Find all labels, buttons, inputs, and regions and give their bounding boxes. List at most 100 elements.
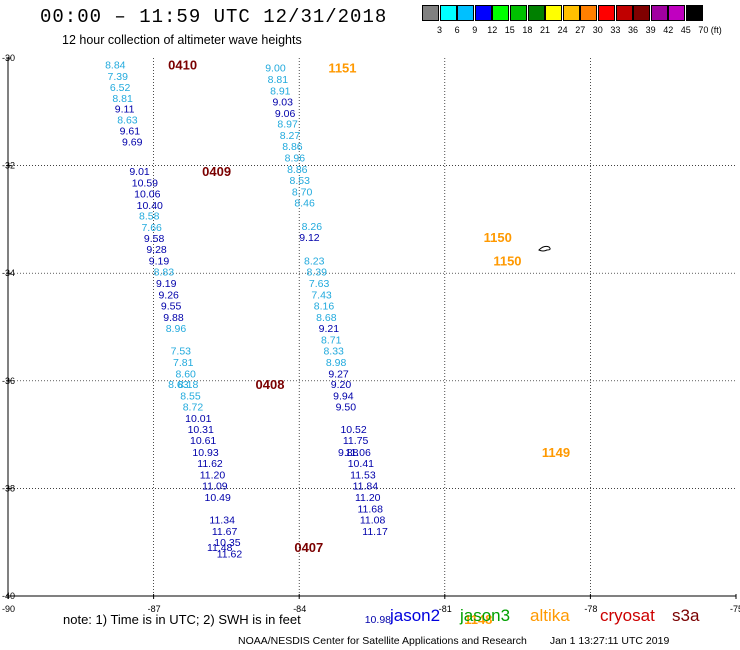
x-tick-label: -81 <box>439 604 452 614</box>
swh-value: 9.20 <box>331 379 352 391</box>
color-scale-label: 30 <box>592 25 603 35</box>
color-scale-label: 45 <box>680 25 691 35</box>
color-scale-label: (ft) <box>710 25 722 35</box>
swh-value: 9.01 <box>129 166 150 178</box>
swh-value: 8.83 <box>154 267 175 279</box>
swh-value: 9.11 <box>115 104 135 116</box>
y-tick-label: -34 <box>2 268 15 278</box>
swh-value: 8.63 <box>117 114 138 126</box>
swh-value: 9.69 <box>122 136 143 148</box>
color-scale-swatch <box>562 5 580 21</box>
x-tick-label: -90 <box>2 604 15 614</box>
color-scale-swatch <box>492 5 510 21</box>
swh-value: 11.09 <box>202 481 228 493</box>
swh-value: 9.28 <box>146 244 167 256</box>
swh-value: 9.94 <box>333 390 354 402</box>
y-tick-label: -36 <box>2 376 15 386</box>
swh-value: 7.66 <box>141 222 162 234</box>
swh-value: 10.93 <box>192 447 218 459</box>
legend-entry-s3a: s3a <box>672 606 700 625</box>
color-scale-label: 24 <box>557 25 568 35</box>
swh-value: 8.86 <box>287 164 308 176</box>
swh-value: 9.03 <box>273 97 294 109</box>
swh-value: 9.58 <box>144 233 165 245</box>
wave-height-labels: 8.847.396.528.819.118.639.619.699.0110.5… <box>105 59 391 626</box>
swh-value: 7.81 <box>173 357 194 369</box>
swh-value: 7.63 <box>309 278 330 290</box>
color-scale-label: 36 <box>628 25 639 35</box>
color-scale-swatch <box>422 5 439 21</box>
swh-value: 9.55 <box>161 300 182 312</box>
swh-value: 8.71 <box>321 334 342 346</box>
color-scale-swatch <box>457 5 475 21</box>
swh-value: 10.59 <box>132 177 158 189</box>
pass-time-label: 0410 <box>168 57 197 72</box>
swh-value: 10.52 <box>340 424 366 436</box>
swh-value: 10.35 <box>214 537 240 549</box>
color-scale-label: 42 <box>663 25 674 35</box>
pass-time-label: 0408 <box>256 377 285 392</box>
color-scale-swatch <box>527 5 545 21</box>
color-scale-label: 6 <box>454 25 460 35</box>
swh-value: 8.55 <box>180 390 201 402</box>
color-scale-label: 70 <box>698 25 709 35</box>
chart-grid <box>7 58 736 597</box>
color-scale-swatch <box>580 5 598 21</box>
x-tick-label: -78 <box>584 604 597 614</box>
swh-value: 8.16 <box>314 300 335 312</box>
pass-time-label: 1150 <box>484 230 512 245</box>
color-scale-swatch <box>633 5 651 21</box>
swh-value: 11.53 <box>350 469 376 481</box>
swh-value: 11.08 <box>360 515 386 527</box>
color-scale-label: 9 <box>472 25 478 35</box>
swh-value: 8.84 <box>105 59 126 71</box>
swh-value: 11.62 <box>197 458 223 470</box>
swh-value: 8.81 <box>112 93 133 105</box>
swh-value: 9.12 <box>299 232 320 244</box>
page-title: 00:00 – 11:59 UTC 12/31/2018 <box>40 6 388 28</box>
color-scale-label: 18 <box>522 25 533 35</box>
swh-value: 8.26 <box>302 221 323 233</box>
swh-value: 10.01 <box>185 413 211 425</box>
axis-ticks: -90 -87 -84 -81 -78 -75 -30 -32 -34 -36 -38 -40 <box>2 53 740 614</box>
x-tick-label: -75 <box>730 604 740 614</box>
swh-value: 11.20 <box>200 469 226 481</box>
color-scale-label: 15 <box>504 25 515 35</box>
page-subtitle: 12 hour collection of altimeter wave hei… <box>62 33 302 47</box>
swh-value: 9.50 <box>336 402 357 414</box>
swh-value: 10.49 <box>205 492 231 504</box>
pass-time-label: 1149 <box>542 445 570 460</box>
x-tick-label: -87 <box>148 604 161 614</box>
swh-value: 8.98 <box>326 357 347 369</box>
swh-value: 8.86 <box>282 141 303 153</box>
swh-value: 11.62 <box>217 548 243 560</box>
color-scale-swatch <box>545 5 563 21</box>
swh-value: 8.68 <box>316 312 337 324</box>
swh-value: 9.88 <box>338 447 359 459</box>
swh-value: 6.52 <box>110 82 131 94</box>
generated-timestamp: Jan 1 13:27:11 UTC 2019 <box>549 635 670 647</box>
color-scale-swatch <box>474 5 492 21</box>
pass-time-label: 1148 <box>464 612 492 627</box>
swh-value: 8.58 <box>139 211 160 223</box>
pass-time-label: 1151 <box>328 61 356 76</box>
color-scale-swatch <box>439 5 457 21</box>
swh-value: 10.40 <box>137 200 163 212</box>
swh-value: 8.96 <box>285 153 306 165</box>
swh-value: 9.19 <box>156 278 177 290</box>
color-scale-swatch <box>598 5 615 21</box>
swh-value: 11.67 <box>212 526 238 538</box>
swh-value: 10.31 <box>188 424 214 436</box>
swh-value: 8.23 <box>304 255 325 267</box>
pass-time-label: 0407 <box>294 540 323 555</box>
swh-value: 7.43 <box>311 290 332 302</box>
swh-value: 10.06 <box>134 189 160 201</box>
swh-value: 11.06 <box>345 447 371 459</box>
swh-value: 9.61 <box>120 126 141 138</box>
swh-value: 8.72 <box>183 402 204 414</box>
swh-value: 11.84 <box>353 481 379 493</box>
pass-time-label: 0409 <box>202 164 231 179</box>
swh-value: 8.63 <box>168 379 189 391</box>
